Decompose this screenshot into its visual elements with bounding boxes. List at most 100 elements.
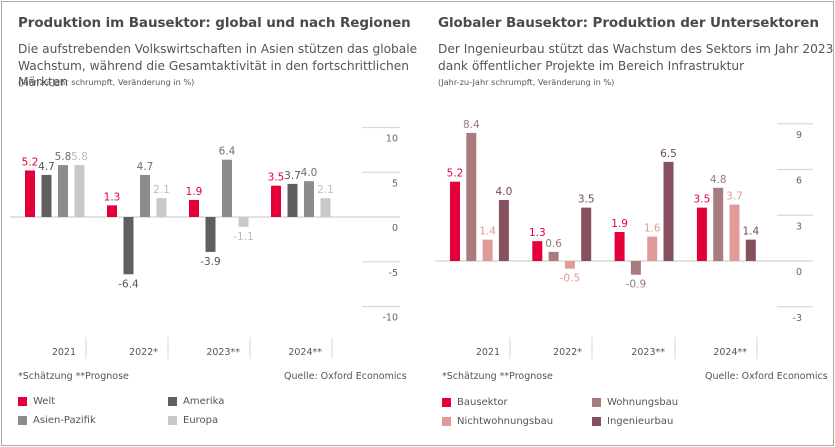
x-tick-label: 2023** [631, 347, 665, 358]
bar-welt-1 [107, 205, 117, 217]
data-label: 1.3 [529, 227, 546, 239]
legend-swatch [18, 416, 27, 425]
bar-europa-3 [320, 198, 331, 217]
bar-europa-2 [238, 217, 249, 227]
bar-nichtwohnungsbau-2 [647, 236, 658, 261]
data-label: 4.7 [137, 161, 154, 173]
bar-wohnungsbau-0 [466, 132, 477, 261]
y-tick-label: 3 [796, 221, 802, 232]
y-tick-label: 0 [392, 223, 398, 234]
bar-asien-pazifik-0 [58, 165, 68, 217]
bar-amerika-2 [205, 217, 216, 252]
x-tick-label: 2023** [206, 347, 240, 358]
legend-label: Amerika [183, 396, 225, 407]
data-label: 4.0 [496, 186, 513, 198]
data-label: 6.4 [219, 146, 236, 158]
panel-regions: Produktion im Bausektor: global und nach… [0, 0, 418, 447]
bar-asien-pazifik-3 [304, 181, 314, 217]
legend-item-amerika: Amerika [168, 396, 224, 407]
x-tick-label: 2021 [52, 347, 76, 358]
bar-amerika-0 [41, 174, 52, 217]
bar-ingenieurbau-0 [498, 200, 509, 261]
legend-label: Wohnungsbau [607, 397, 679, 408]
data-label: 3.5 [268, 172, 285, 184]
chart-title: Globaler Bausektor: Produktion der Unter… [438, 15, 819, 31]
chart-subtitle: Die aufstrebenden Volkswirtschaften in A… [18, 42, 418, 89]
legend-item-asien-pazifik: Asien-Pazifik [18, 415, 96, 426]
legend-label: Nichtwohnungsbau [457, 416, 554, 427]
bar-wohnungsbau-2 [630, 261, 641, 275]
source-note: Quelle: Oxford Economics [284, 371, 407, 382]
data-label: 0.6 [545, 238, 562, 250]
legend-swatch [592, 398, 601, 407]
bar-nichtwohnungsbau-0 [482, 239, 493, 261]
source-note: Quelle: Oxford Economics [705, 371, 828, 382]
y-tick-label: -5 [389, 268, 398, 279]
legend-item-europa: Europa [168, 415, 218, 426]
panel-subsectors: Globaler Bausektor: Produktion der Unter… [420, 0, 835, 447]
x-tick-label: 2022* [129, 347, 158, 358]
data-label: -3.9 [200, 256, 221, 268]
bar-asien-pazifik-1 [140, 174, 150, 217]
data-label: 4.8 [710, 174, 727, 186]
legend-label: Bausektor [457, 397, 508, 408]
bar-bausektor-2 [614, 232, 625, 261]
data-label: -6.4 [118, 278, 139, 290]
y-tick-label: 10 [386, 134, 398, 145]
legend-label: Asien-Pazifik [33, 415, 96, 426]
footnote: *Schätzung **Prognose [442, 371, 553, 382]
legend-swatch [442, 398, 451, 407]
data-label: -0.9 [626, 279, 647, 291]
bar-bausektor-1 [532, 241, 543, 261]
data-label: 1.6 [644, 223, 661, 235]
legend-label: Welt [33, 396, 56, 407]
unit-note: (Jahr-zu-Jahr schrumpft, Veränderung in … [438, 77, 615, 87]
legend-item-nichtwohnungsbau: Nichtwohnungsbau [442, 416, 553, 427]
data-label: -1.1 [233, 231, 254, 243]
y-tick-label: 5 [392, 178, 398, 189]
bar-welt-2 [189, 199, 199, 217]
data-label: 3.7 [284, 170, 301, 182]
y-tick-label: -3 [793, 313, 802, 324]
bar-ingenieurbau-3 [745, 239, 756, 261]
x-tick-label: 2024** [288, 347, 322, 358]
bar-wohnungsbau-1 [548, 251, 559, 261]
chart-title: Produktion im Bausektor: global und nach… [18, 15, 411, 31]
data-label: 1.4 [742, 226, 759, 238]
legend-item-welt: Welt [18, 396, 55, 407]
bar-bausektor-3 [696, 207, 707, 261]
y-tick-label: 6 [796, 176, 802, 187]
bar-europa-0 [74, 165, 85, 217]
data-label: 4.0 [301, 167, 318, 179]
legend-swatch [168, 416, 177, 425]
data-label: 1.4 [479, 226, 496, 238]
x-tick-label: 2024** [713, 347, 747, 358]
legend-label: Europa [183, 415, 219, 426]
data-label: 5.8 [55, 151, 72, 163]
data-label: 1.3 [104, 191, 121, 203]
data-label: 3.5 [694, 194, 711, 206]
bar-nichtwohnungsbau-1 [564, 261, 575, 269]
legend-label: Ingenieurbau [607, 416, 674, 427]
data-label: 3.7 [726, 191, 743, 203]
x-tick-label: 2022* [553, 347, 582, 358]
legend-swatch [18, 397, 27, 406]
chart-subtitle: Der Ingenieurbau stützt das Wachstum des… [438, 42, 834, 73]
data-label: 5.8 [71, 151, 88, 163]
legend-swatch [592, 417, 601, 426]
y-tick-label: -10 [382, 313, 398, 324]
bar-welt-0 [25, 170, 35, 217]
legend-swatch [168, 397, 177, 406]
legend-item-bausektor: Bausektor [442, 397, 508, 408]
data-label: 8.4 [463, 119, 480, 131]
bar-wohnungsbau-3 [713, 187, 724, 261]
data-label: 2.1 [317, 184, 334, 196]
legend-swatch [442, 417, 451, 426]
unit-note: (Jahr-zu-Jahr schrumpft, Veränderung in … [18, 77, 195, 87]
legend-item-wohnungsbau: Wohnungsbau [592, 397, 678, 408]
y-tick-label: 9 [796, 130, 802, 141]
data-label: 5.2 [447, 168, 464, 180]
bar-amerika-3 [287, 183, 298, 217]
